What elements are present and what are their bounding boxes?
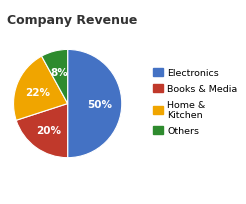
Text: 50%: 50%	[88, 99, 113, 109]
Text: 20%: 20%	[36, 125, 61, 135]
Text: 8%: 8%	[51, 68, 68, 78]
Text: Company Revenue: Company Revenue	[7, 14, 138, 27]
Wedge shape	[42, 50, 68, 104]
Wedge shape	[14, 57, 68, 121]
Text: 22%: 22%	[25, 87, 50, 97]
Wedge shape	[16, 104, 68, 158]
Legend: Electronics, Books & Media, Home &
Kitchen, Others: Electronics, Books & Media, Home & Kitch…	[149, 65, 241, 139]
Wedge shape	[68, 50, 122, 158]
